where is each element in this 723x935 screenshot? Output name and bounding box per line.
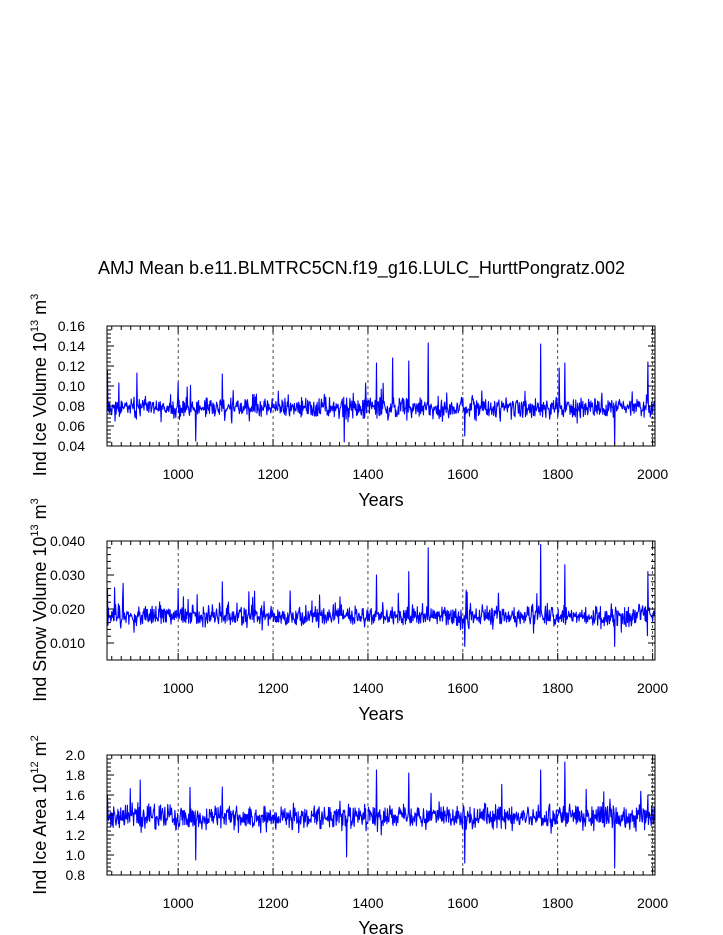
y-tick-label: 0.040 bbox=[50, 533, 85, 549]
y-tick-label: 2.0 bbox=[66, 747, 86, 763]
y-tick-label: 0.10 bbox=[58, 378, 85, 394]
y-tick-label: 0.020 bbox=[50, 601, 85, 617]
x-axis-label: Years bbox=[358, 918, 403, 935]
y-tick-label: 0.12 bbox=[58, 358, 85, 374]
y-axis-label: Ind Ice Volume 1013 m3 bbox=[29, 294, 50, 476]
chart-panel-1: 1000 1200 1400 1600 1800 2000 0.04 0.06 0.08 0.10… bbox=[29, 294, 668, 510]
x-tick-label: 1200 bbox=[257, 466, 288, 482]
y-tick-label: 0.14 bbox=[58, 338, 85, 354]
y-tick-label: 0.010 bbox=[50, 635, 85, 651]
x-tick-label: 1200 bbox=[257, 895, 288, 911]
x-tick-label: 1600 bbox=[447, 680, 478, 696]
y-tick-label: 0.8 bbox=[66, 867, 86, 883]
x-tick-label: 2000 bbox=[637, 895, 668, 911]
x-tick-label: 1200 bbox=[257, 680, 288, 696]
chart-panel-2: 1000 1200 1400 1600 1800 2000 0.010 0.020 0.030 0… bbox=[29, 498, 668, 724]
y-tick-label: 1.8 bbox=[66, 767, 86, 783]
x-tick-label: 1800 bbox=[542, 680, 573, 696]
y-tick-label: 1.2 bbox=[66, 827, 86, 843]
y-tick-label: 1.0 bbox=[66, 847, 86, 863]
plot-frame bbox=[106, 540, 656, 661]
y-tick-label: 0.08 bbox=[58, 398, 85, 414]
x-tick-label: 1400 bbox=[352, 680, 383, 696]
x-tick-label: 1400 bbox=[352, 895, 383, 911]
y-tick-label: 0.06 bbox=[58, 418, 85, 434]
x-tick-label: 1000 bbox=[163, 680, 194, 696]
x-tick-label: 2000 bbox=[637, 680, 668, 696]
y-axis-label: Ind Ice Area 1012 m2 bbox=[29, 735, 50, 894]
y-axis-label: Ind Snow Volume 1013 m3 bbox=[29, 498, 50, 702]
page-title: AMJ Mean b.e11.BLMTRC5CN.f19_g16.LULC_Hu… bbox=[98, 258, 625, 278]
x-tick-label: 2000 bbox=[637, 466, 668, 482]
series-line bbox=[106, 543, 656, 647]
x-tick-label: 1600 bbox=[447, 466, 478, 482]
x-tick-label: 1600 bbox=[447, 895, 478, 911]
y-tick-label: 0.16 bbox=[58, 318, 85, 334]
x-tick-label: 1400 bbox=[352, 466, 383, 482]
series-line bbox=[106, 761, 656, 869]
plot-frame bbox=[106, 325, 656, 447]
x-tick-label: 1000 bbox=[163, 466, 194, 482]
x-tick-label: 1800 bbox=[542, 895, 573, 911]
series-line bbox=[106, 342, 656, 445]
chart-panel-3: 1000 1200 1400 1600 1800 2000 0.8 1.0 1.2 1.4 1.6 1… bbox=[29, 735, 668, 935]
x-axis-label: Years bbox=[358, 704, 403, 724]
y-tick-label: 0.030 bbox=[50, 567, 85, 583]
x-tick-label: 1800 bbox=[542, 466, 573, 482]
x-axis-label: Years bbox=[358, 490, 403, 510]
y-tick-label: 1.4 bbox=[66, 807, 86, 823]
y-tick-label: 0.04 bbox=[58, 438, 85, 454]
y-tick-label: 1.6 bbox=[66, 787, 86, 803]
x-tick-label: 1000 bbox=[163, 895, 194, 911]
